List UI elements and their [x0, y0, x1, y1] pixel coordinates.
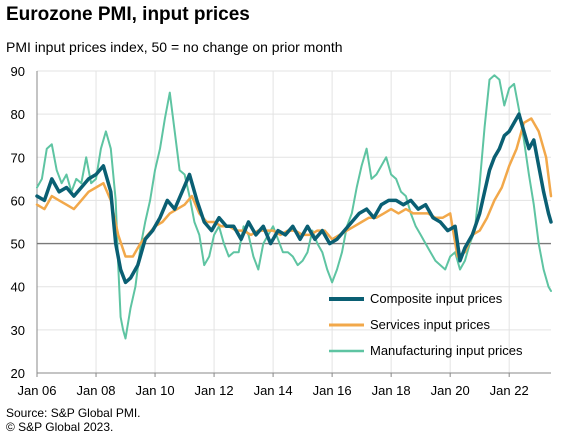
x-tick-label: Jan 06: [17, 383, 56, 398]
copyright-note: © S&P Global 2023.: [6, 420, 114, 434]
y-tick-label: 20: [11, 366, 25, 381]
x-tick-label: Jan 20: [431, 383, 470, 398]
y-tick-label: 60: [11, 193, 25, 208]
y-tick-label: 80: [11, 107, 25, 122]
x-tick-label: Jan 18: [372, 383, 411, 398]
chart-footer: Source: S&P Global PMI. © S&P Global 202…: [6, 406, 141, 434]
x-tick-label: Jan 10: [136, 383, 175, 398]
x-tick-label: Jan 14: [254, 383, 293, 398]
series-line-2: [36, 74, 552, 340]
axes: 20 30 40 50 60 70 80 90 Jan 06 Jan 08 Jan 10 Jan 12…: [11, 64, 551, 398]
y-tick-label: 40: [11, 280, 25, 295]
chart-title: Eurozone PMI, input prices: [6, 4, 250, 25]
chart-subtitle: PMI input prices index, 50 = no change o…: [6, 39, 343, 55]
series-layer: [35, 74, 553, 340]
legend-label-1: Services input prices: [370, 317, 490, 332]
source-note: Source: S&P Global PMI.: [6, 406, 141, 420]
x-tick-label: Jan 22: [490, 383, 529, 398]
series-line-0: [35, 112, 553, 285]
y-tick-label: 90: [11, 64, 25, 79]
y-tick-label: 70: [11, 150, 25, 165]
x-tick-label: Jan 16: [313, 383, 352, 398]
legend-label-2: Manufacturing input prices: [370, 343, 523, 358]
x-tick-label: Jan 12: [195, 383, 234, 398]
y-tick-label: 50: [11, 237, 25, 252]
x-tick-label: Jan 08: [77, 383, 116, 398]
legend: Composite input prices Services input pri…: [329, 291, 523, 358]
legend-label-0: Composite input prices: [370, 291, 503, 306]
y-tick-label: 30: [11, 323, 25, 338]
